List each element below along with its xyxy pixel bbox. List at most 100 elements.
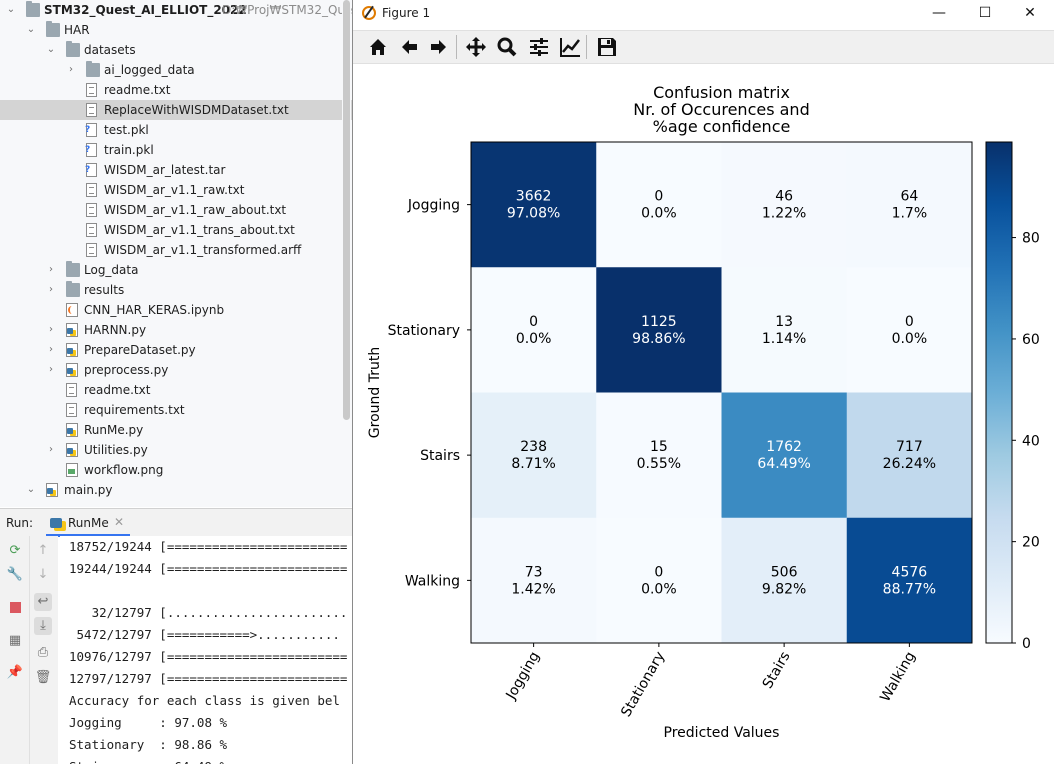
python-icon <box>66 323 78 337</box>
colorbar-tick-label: 60 <box>1022 332 1040 348</box>
tree-item-label: STM32_Quest_AI_ELLIOT_2022 <box>44 3 247 17</box>
tree-item[interactable]: › HARNN.py <box>0 320 352 340</box>
pan-icon[interactable] <box>465 36 487 58</box>
scroll-up-icon[interactable]: ↑ <box>37 543 49 558</box>
print-icon[interactable]: ⎙ <box>37 645 49 660</box>
tree-item[interactable]: train.pkl <box>0 140 352 160</box>
chevron-down-icon[interactable]: ⌄ <box>46 44 56 55</box>
cell-percent-label: 9.82% <box>762 581 806 597</box>
run-label: Run: <box>6 516 34 530</box>
rerun-icon[interactable]: ⟳ <box>9 543 21 558</box>
project-tree-scrollbar[interactable] <box>342 0 351 507</box>
file-icon <box>66 403 77 417</box>
scroll-to-end-icon[interactable]: ⤓ <box>34 617 52 635</box>
colorbar-tick-label: 80 <box>1022 231 1040 247</box>
run-tab-runme[interactable]: RunMe ✕ <box>46 511 130 537</box>
tree-item[interactable]: › results <box>0 280 352 300</box>
tree-item[interactable]: WISDM_ar_latest.tar <box>0 160 352 180</box>
x-axis-label: Predicted Values <box>664 725 780 741</box>
project-tree: ⌄ STM32_Quest_AI_ELLIOT_2022 D:₩Proj₩STM32… <box>0 0 352 507</box>
file-icon <box>86 83 97 97</box>
chevron-down-icon[interactable]: ⌄ <box>6 4 16 15</box>
minimize-button[interactable]: — <box>932 5 946 21</box>
cell-count-label: 0 <box>654 189 663 205</box>
notebook-icon <box>66 303 78 317</box>
folder-icon <box>66 261 80 277</box>
pin-icon[interactable]: 📌 <box>6 665 24 680</box>
cell-count-label: 0 <box>905 314 914 330</box>
tree-item[interactable]: ⌄ datasets <box>0 40 352 60</box>
tree-item[interactable]: › ai_logged_data <box>0 60 352 80</box>
soft-wrap-icon[interactable]: ↩ <box>34 593 52 611</box>
cell-count-label: 73 <box>525 564 543 580</box>
tree-item[interactable]: ⌄ HAR <box>0 20 352 40</box>
chevron-right-icon[interactable]: › <box>49 344 53 355</box>
tree-item[interactable]: › PrepareDataset.py <box>0 340 352 360</box>
cell-count-label: 506 <box>771 564 798 580</box>
configure-subplots-icon[interactable] <box>528 36 550 58</box>
x-tick-label: Walking <box>877 649 918 705</box>
file-icon <box>86 243 97 257</box>
console-line: Jogging : 97.08 % <box>69 715 228 730</box>
tree-item-label: test.pkl <box>104 123 149 137</box>
chevron-right-icon[interactable]: › <box>69 64 73 75</box>
tree-item[interactable]: RunMe.py <box>0 420 352 440</box>
tree-item-label: WISDM_ar_v1.1_raw_about.txt <box>104 203 287 217</box>
tree-item[interactable]: readme.txt <box>0 80 352 100</box>
tree-item-label: Log_data <box>84 263 139 277</box>
tree-item[interactable]: › Log_data <box>0 260 352 280</box>
tree-item[interactable]: workflow.png <box>0 460 352 480</box>
tree-item-label: train.pkl <box>104 143 154 157</box>
tree-item[interactable]: requirements.txt <box>0 400 352 420</box>
forward-icon[interactable] <box>428 36 450 58</box>
file-icon <box>86 223 97 237</box>
scrollbar-thumb[interactable] <box>343 0 350 420</box>
settings-wrench-icon[interactable]: 🔧 <box>6 567 24 582</box>
chevron-right-icon[interactable]: › <box>49 264 53 275</box>
run-toolbar: ⟳ 🔧 ▦ 📌 ↑ ↓ ↩ ⤓ ⎙ 🗑 <box>0 536 58 764</box>
tree-item[interactable]: WISDM_ar_v1.1_raw_about.txt <box>0 200 352 220</box>
cell-count-label: 0 <box>654 564 663 580</box>
tree-item[interactable]: WISDM_ar_v1.1_raw.txt <box>0 180 352 200</box>
chevron-down-icon[interactable]: ⌄ <box>26 24 36 35</box>
close-tab-icon[interactable]: ✕ <box>114 515 125 529</box>
tree-item[interactable]: ⌄ main.py <box>0 480 352 500</box>
layout-icon[interactable]: ▦ <box>8 633 22 648</box>
heatmap-cell <box>596 267 722 393</box>
tree-item[interactable]: CNN_HAR_KERAS.ipynb <box>0 300 352 320</box>
tree-item[interactable]: › Utilities.py <box>0 440 352 460</box>
close-button[interactable]: ✕ <box>1024 5 1036 21</box>
maximize-button[interactable]: ☐ <box>978 5 992 21</box>
chevron-right-icon[interactable]: › <box>49 324 53 335</box>
heatmap-cell <box>721 392 848 519</box>
edit-axis-icon[interactable] <box>559 36 581 58</box>
python-icon <box>46 483 58 497</box>
tree-item[interactable]: readme.txt <box>0 380 352 400</box>
trash-icon[interactable]: 🗑 <box>34 670 52 685</box>
zoom-icon[interactable] <box>496 36 518 58</box>
chevron-right-icon[interactable]: › <box>49 364 53 375</box>
toolbar-separator <box>456 35 457 59</box>
save-icon[interactable] <box>596 36 618 58</box>
tree-item[interactable]: ⌄ STM32_Quest_AI_ELLIOT_2022 D:₩Proj₩STM32… <box>0 0 352 20</box>
tree-item[interactable]: WISDM_ar_v1.1_transformed.arff <box>0 240 352 260</box>
scroll-down-icon[interactable]: ↓ <box>37 567 49 582</box>
python-icon <box>66 423 78 437</box>
console-output[interactable]: 18752/19244 [======================== 192… <box>60 536 352 764</box>
chevron-down-icon[interactable]: ⌄ <box>26 484 36 495</box>
x-tick-label: Jogging <box>503 649 543 703</box>
tree-item-label: WISDM_ar_v1.1_transformed.arff <box>104 243 302 257</box>
tree-item[interactable]: › preprocess.py <box>0 360 352 380</box>
tree-item[interactable]: test.pkl <box>0 120 352 140</box>
chevron-right-icon[interactable]: › <box>49 444 53 455</box>
tree-item[interactable]: ReplaceWithWISDMDataset.txt <box>0 100 352 120</box>
stop-icon[interactable] <box>6 599 24 617</box>
cell-percent-label: 97.08% <box>507 206 560 222</box>
heatmap-cell <box>596 142 722 268</box>
file-icon <box>86 183 97 197</box>
back-icon[interactable] <box>398 36 420 58</box>
chevron-right-icon[interactable]: › <box>49 284 53 295</box>
cell-percent-label: 1.42% <box>511 581 555 597</box>
tree-item[interactable]: WISDM_ar_v1.1_trans_about.txt <box>0 220 352 240</box>
home-icon[interactable] <box>367 36 389 58</box>
